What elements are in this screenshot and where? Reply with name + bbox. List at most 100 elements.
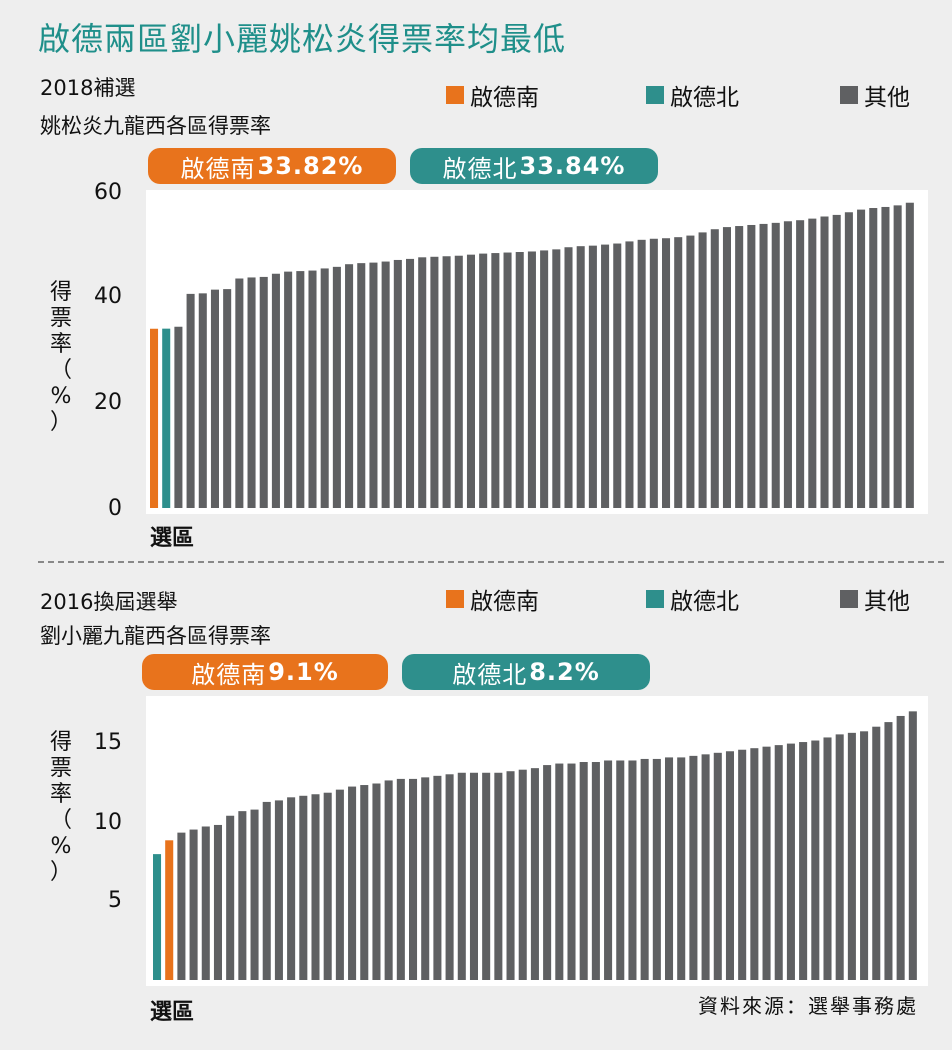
bar-2016-10 xyxy=(274,800,283,980)
bar-2018-31 xyxy=(527,251,536,509)
bar-2016-34 xyxy=(567,763,576,980)
bar-2016-30 xyxy=(518,769,527,980)
callout-north-2016-value: 8.2% xyxy=(529,658,600,686)
callout-south-2016-value: 9.1% xyxy=(268,658,339,686)
legend2-item-south: 啟德南 xyxy=(446,582,539,616)
panel2-xlabel: 選區 xyxy=(150,1000,195,1025)
bar-2018-8 xyxy=(247,277,256,508)
callout-south-2018: 啟德南 33.82% xyxy=(148,148,396,184)
bar-2018-27 xyxy=(479,253,488,508)
panel1-ytick-40: 40 xyxy=(94,284,122,309)
bar-2018-14 xyxy=(320,268,329,508)
bar-2018-11 xyxy=(284,271,293,508)
callout-north-2016: 啟德北 8.2% xyxy=(402,654,650,690)
bar-2018-60 xyxy=(881,206,890,508)
bar-2018-12 xyxy=(296,271,305,508)
callout-north-2018: 啟德北 33.84% xyxy=(410,148,658,184)
bar-2016-62 xyxy=(908,711,917,980)
bar-2016-60 xyxy=(884,722,893,980)
bar-2018-5 xyxy=(210,289,219,508)
legend-swatch-north xyxy=(646,86,664,104)
legend-label-other: 其他 xyxy=(864,85,910,111)
bar-2018-50 xyxy=(759,223,768,509)
bar-2016-39 xyxy=(628,760,637,980)
bar-2018-41 xyxy=(649,238,658,508)
bar-2016-61 xyxy=(896,715,905,980)
bar-2016-8 xyxy=(250,809,259,980)
legend-item-other: 其他 xyxy=(840,78,910,112)
bar-2018-24 xyxy=(442,256,451,508)
panel2-ytick-15: 15 xyxy=(94,730,122,755)
legend-item-south: 啟德南 xyxy=(446,78,539,112)
bar-2016-40 xyxy=(640,758,649,980)
bar-2016-46 xyxy=(713,752,722,980)
bar-2016-50 xyxy=(762,746,771,980)
callout-south-2016: 啟德南 9.1% xyxy=(142,654,388,690)
legend2-label-other: 其他 xyxy=(864,589,910,615)
bar-2016-29 xyxy=(506,771,515,980)
bar-2016-19 xyxy=(384,780,393,980)
bar-2018-35 xyxy=(576,246,585,508)
bar-2016-33 xyxy=(555,763,564,980)
bar-2016-44 xyxy=(689,755,698,980)
bar-2018-10 xyxy=(271,273,280,508)
bar-2018-20 xyxy=(393,259,402,508)
bar-2016-12 xyxy=(299,795,308,980)
bar-2018-56 xyxy=(832,214,841,508)
panel2-ytick-10: 10 xyxy=(94,810,122,835)
bar-2018-52 xyxy=(783,221,792,508)
bar-2018-54 xyxy=(808,218,817,508)
bar-2018-18 xyxy=(369,262,378,508)
bar-2016-47 xyxy=(725,751,734,980)
bar-2016-22 xyxy=(421,777,430,980)
panel1-ytick-0: 0 xyxy=(108,496,122,521)
source-note: 資料來源：選舉事務處 xyxy=(698,994,918,1018)
bar-2018-2 xyxy=(174,326,183,508)
panel2-subtitle-desc: 劉小麗九龍西各區得票率 xyxy=(40,624,271,648)
bar-2018-29 xyxy=(503,252,512,508)
bar-2016-24 xyxy=(445,774,454,980)
panel2-ylabel: 得票率（%） xyxy=(49,730,72,885)
bar-2018-13 xyxy=(308,270,317,508)
bar-2016-26 xyxy=(469,772,478,980)
legend2-swatch-south xyxy=(446,590,464,608)
panel1-ytick-20: 20 xyxy=(94,390,122,415)
bar-2018-16 xyxy=(345,264,354,508)
panel-divider xyxy=(38,561,944,563)
bar-2016-52 xyxy=(786,743,795,980)
bar-2016-32 xyxy=(543,765,552,980)
bar-2016-54 xyxy=(811,740,820,980)
bar-2016-17 xyxy=(360,785,369,980)
bar-2018-3 xyxy=(186,293,195,508)
panel1-ylabel: 得票率（%） xyxy=(49,280,72,435)
bar-2016-4 xyxy=(201,826,210,980)
bar-2016-48 xyxy=(738,749,747,980)
legend2-label-north: 啟德北 xyxy=(670,589,739,615)
bar-2016-7 xyxy=(238,811,247,980)
bar-2018-51 xyxy=(771,222,780,509)
bar-2018-36 xyxy=(588,245,597,508)
legend2-item-north: 啟德北 xyxy=(646,582,739,616)
legend-swatch-south xyxy=(446,86,464,104)
bar-2016-31 xyxy=(530,768,539,980)
bar-2016-53 xyxy=(799,742,808,980)
callout-north-2018-value: 33.84% xyxy=(519,152,626,180)
bar-2018-62 xyxy=(905,202,914,508)
bar-2018-22 xyxy=(418,257,427,508)
bar-2018-30 xyxy=(515,252,524,508)
bar-2016-49 xyxy=(750,748,759,980)
bar-2018-23 xyxy=(430,256,439,508)
callout-south-2018-name: 啟德南 xyxy=(180,154,256,183)
legend2-swatch-north xyxy=(646,590,664,608)
bar-2018-34 xyxy=(564,247,573,509)
bar-2018-58 xyxy=(857,209,866,509)
bar-2016-42 xyxy=(665,757,674,980)
callout-south-2018-value: 33.82% xyxy=(257,152,364,180)
bar-2018-38 xyxy=(613,243,622,508)
bar-2018-17 xyxy=(357,263,366,508)
bar-2018-32 xyxy=(540,250,549,509)
chart-title: 啟德兩區劉小麗姚松炎得票率均最低 xyxy=(38,20,567,58)
bar-2016-13 xyxy=(311,794,320,980)
bar-2018-21 xyxy=(406,258,415,508)
